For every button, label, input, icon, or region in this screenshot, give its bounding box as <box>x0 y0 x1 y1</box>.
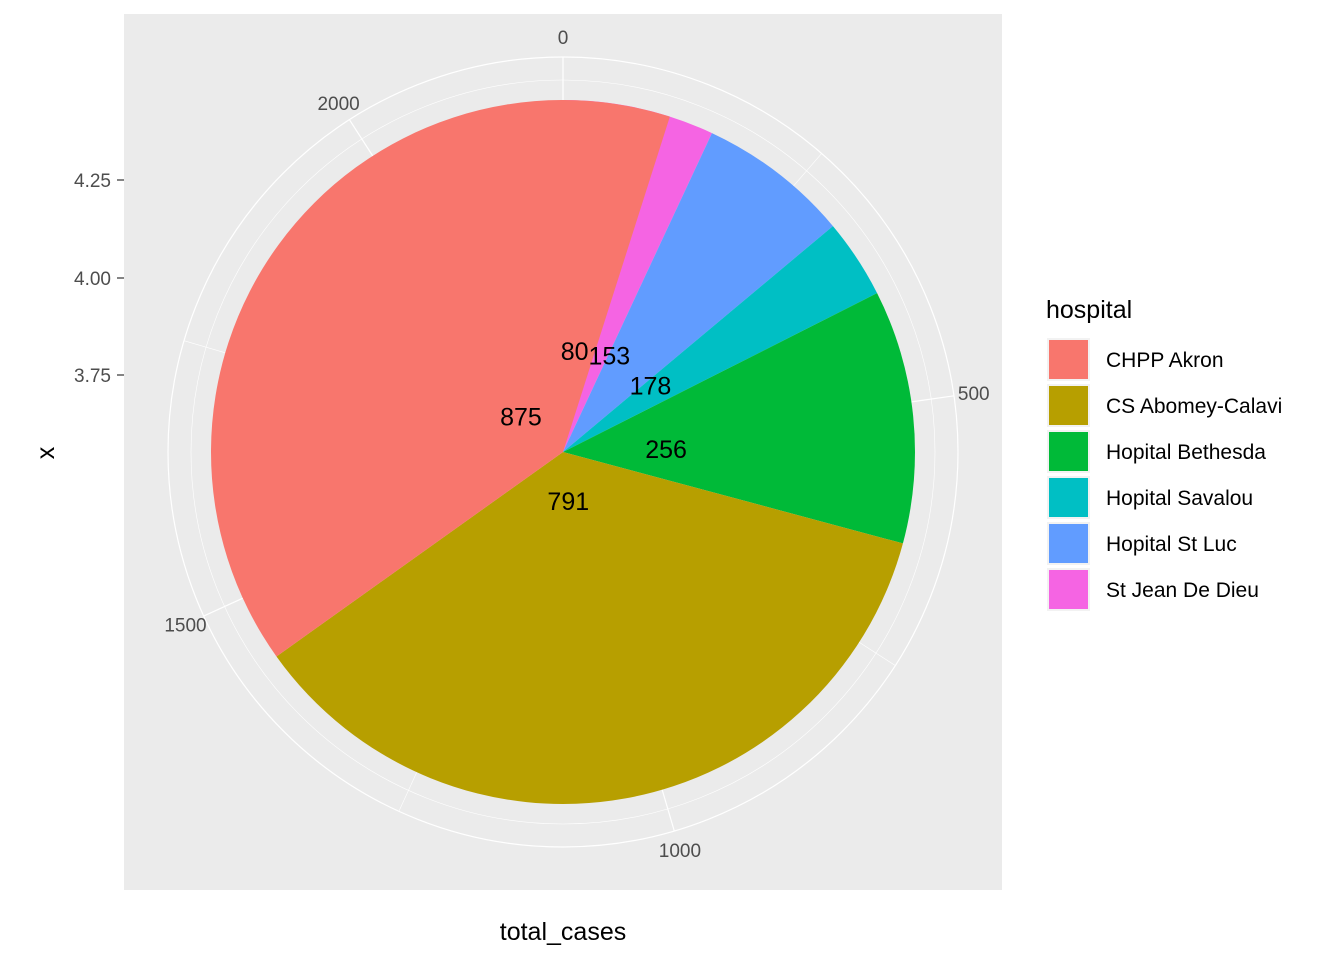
legend-swatch <box>1049 570 1088 609</box>
data-label: 153 <box>588 342 630 370</box>
y-tick-layer: 4.25 4.00 3.75 <box>74 171 124 387</box>
legend-items: CHPP Akron CS Abomey-Calavi Hopital Bethes… <box>1047 338 1282 611</box>
x-axis-title: total_cases <box>500 918 626 946</box>
legend-label: CHPP Akron <box>1106 349 1224 372</box>
theta-tick-label: 1000 <box>659 841 701 862</box>
legend-title: hospital <box>1046 296 1132 324</box>
data-label: 791 <box>547 488 589 516</box>
grid-layer <box>167 56 959 848</box>
y-tick-label: 3.75 <box>74 366 111 387</box>
theta-tick-label: 1500 <box>164 615 206 636</box>
grid-spoke <box>398 772 418 812</box>
y-axis-title: x <box>32 446 60 459</box>
pie-slice-hopital-bethesda <box>563 293 915 544</box>
legend-swatch <box>1049 524 1088 563</box>
legend-label: Hopital Bethesda <box>1106 441 1266 464</box>
data-label: 875 <box>500 404 542 432</box>
y-tick-label: 4.25 <box>74 171 111 192</box>
grid-spoke <box>203 597 244 617</box>
legend-label: CS Abomey-Calavi <box>1106 395 1282 418</box>
pie-slice-hopital-savalou <box>563 226 878 452</box>
data-label: 256 <box>645 436 687 464</box>
legend-label: Hopital Savalou <box>1106 487 1253 510</box>
theta-tick-label: 0 <box>558 28 569 49</box>
grid-spoke <box>911 395 955 403</box>
theta-tick-layer: 0 500 1000 1500 2000 <box>164 28 989 862</box>
pie-slice-chpp-akron <box>211 100 670 657</box>
legend-swatch <box>1049 340 1088 379</box>
legend-label: Hopital St Luc <box>1106 533 1237 556</box>
pie-slice-cs-abomey-calavi <box>276 452 903 805</box>
grid-spoke <box>858 642 896 666</box>
legend-label: St Jean De Dieu <box>1106 579 1259 602</box>
y-tick-label: 4.00 <box>74 269 111 290</box>
theta-tick-label: 500 <box>958 384 990 405</box>
grid-spoke <box>348 119 374 157</box>
slice-layer <box>211 100 915 805</box>
legend-swatch <box>1049 478 1088 517</box>
legend-swatch <box>1049 432 1088 471</box>
y-axis: 4.25 4.00 3.75 x <box>32 171 124 459</box>
data-label: 178 <box>630 372 672 400</box>
legend: hospital CHPP Akron CS Abomey-Calavi Hopit… <box>1046 296 1282 611</box>
theta-tick-label: 2000 <box>317 94 359 115</box>
grid-spoke <box>793 153 822 187</box>
legend-swatch <box>1049 386 1088 425</box>
data-label: 80 <box>561 338 589 366</box>
grid-spoke <box>183 340 226 354</box>
grid-spoke <box>661 789 675 832</box>
pie-slice-hopital-st-luc <box>563 133 833 452</box>
